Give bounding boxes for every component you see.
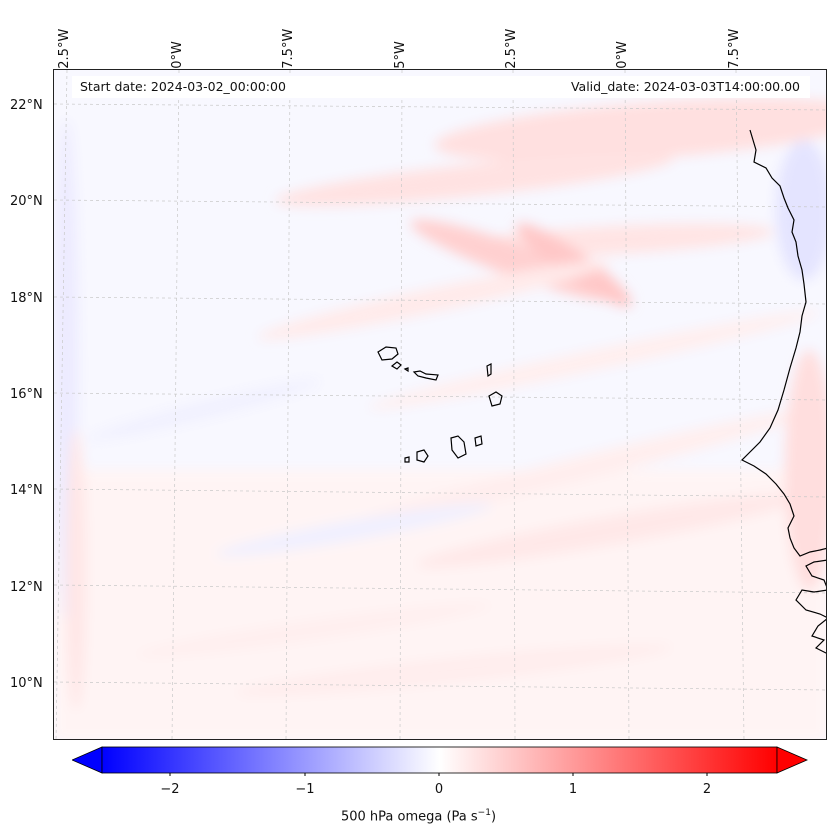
lat-label-12n: 12°N — [10, 580, 43, 595]
cabo-verde-islands — [377, 346, 503, 463]
island-sao-nicolau — [412, 370, 439, 381]
valid-date-label: Valid_date: 2024-03-03T14:00:00.00 — [570, 79, 800, 94]
lat-label-22n: 22°N — [10, 98, 43, 113]
colorbar-gradient — [101, 746, 778, 774]
colorbar-tick-neg1: −1 — [295, 782, 315, 797]
island-maio — [474, 435, 483, 447]
graticule — [54, 70, 826, 739]
lat-label-16n: 16°N — [10, 387, 43, 402]
colorbar-ticks — [169, 773, 708, 776]
island-brava — [404, 456, 410, 463]
africa-coastline-south — [795, 559, 826, 654]
colorbar-tick-2: 2 — [702, 782, 712, 797]
island-santo-antao — [377, 346, 399, 361]
africa-coastline — [740, 129, 826, 557]
field-shading — [54, 98, 826, 739]
map-panel: Start date: 2024-03-02_00:00:00 Valid_da… — [53, 69, 827, 740]
colorbar-title-end: ) — [490, 809, 497, 825]
island-santiago — [450, 435, 467, 459]
island-santa-luzia — [403, 367, 409, 373]
lat-label-14n: 14°N — [10, 483, 43, 498]
colorbar-extend-max — [776, 746, 808, 774]
lat-label-18n: 18°N — [10, 291, 43, 306]
island-boa-vista — [488, 391, 503, 407]
island-sal — [486, 363, 492, 378]
colorbar — [72, 746, 808, 776]
colorbar-title-exponent: −1 — [477, 808, 491, 818]
island-sao-vicente — [390, 361, 402, 370]
colorbar-title-main: 500 hPa omega (Pa s — [340, 809, 478, 825]
colorbar-extend-min — [72, 746, 103, 774]
colorbar-tick-neg2: −2 — [160, 782, 180, 797]
lat-label-20n: 20°N — [10, 194, 43, 209]
colorbar-tick-1: 1 — [568, 782, 578, 797]
lat-label-10n: 10°N — [10, 676, 43, 691]
info-bar: Start date: 2024-03-02_00:00:00 Valid_da… — [72, 76, 808, 98]
omega-field-map — [54, 70, 826, 739]
colorbar-title: 500 hPa omega (Pa s−1) — [0, 808, 837, 824]
start-date-label: Start date: 2024-03-02_00:00:00 — [80, 79, 286, 94]
island-fogo — [416, 449, 429, 463]
colorbar-tick-0: 0 — [434, 782, 444, 797]
